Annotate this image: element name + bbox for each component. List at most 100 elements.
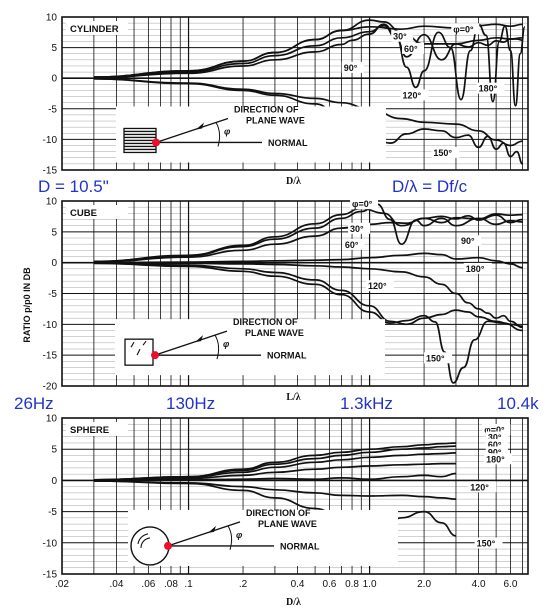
x-tick-label: 0.6 <box>322 579 336 590</box>
series-line <box>93 472 457 482</box>
annotation-backing <box>348 222 371 234</box>
normal-label: NORMAL <box>268 138 308 148</box>
curve-annotation: 180° <box>466 264 485 274</box>
curve-annotation: 150° <box>426 353 445 363</box>
direction-label: DIRECTION OF <box>233 317 298 327</box>
curve-annotation: 30° <box>488 432 502 442</box>
curve-annotation: 30° <box>350 224 364 234</box>
x-tick-label: 4.0 <box>472 579 486 590</box>
x-tick-label: .02 <box>55 579 69 590</box>
series-line <box>93 462 456 482</box>
annotation-backing <box>424 352 453 364</box>
x-tick-label: 0.4 <box>291 579 305 590</box>
x-tick-label: .06 <box>141 579 155 590</box>
y-tick-label: 5 <box>51 445 57 456</box>
y-tick-label: 10 <box>46 414 58 425</box>
annotation-backing <box>474 537 503 549</box>
series-line <box>93 19 523 78</box>
series-group <box>93 442 457 537</box>
series-line <box>93 252 523 269</box>
panel-title: CUBE <box>70 208 97 219</box>
y-tick-label: -20 <box>43 382 58 393</box>
plane-wave-label: PLANE WAVE <box>245 328 304 338</box>
curve-annotation: 180° <box>486 454 505 464</box>
x-axis-label: D/λ <box>286 597 301 608</box>
y-tick-label: 0 <box>51 258 57 269</box>
source-marker-dot <box>151 351 159 360</box>
series-line <box>93 262 523 328</box>
curve-annotation: φ=0° <box>352 199 373 209</box>
series-line <box>93 445 457 481</box>
annotation-backing <box>402 42 425 54</box>
note-freq-10-4k: 10.4k <box>497 394 539 413</box>
annotation-backing <box>485 446 508 458</box>
series-line <box>93 261 523 329</box>
y-tick-label: -5 <box>48 104 57 115</box>
phi-symbol: φ <box>236 530 243 540</box>
y-tick-label: 10 <box>46 13 58 24</box>
annotation-backing <box>485 431 508 443</box>
sphere-shape <box>130 526 170 566</box>
series-group <box>93 203 523 384</box>
series-line <box>93 203 523 263</box>
y-axis-label-text: RATIO p/p0 IN DB <box>22 267 32 343</box>
y-tick-label: 5 <box>51 43 57 54</box>
x-tick-label: 6.0 <box>504 579 518 590</box>
panel-title: SPHERE <box>70 425 109 436</box>
series-line <box>93 207 523 263</box>
phi-arc <box>227 525 233 551</box>
y-tick-label: 0 <box>51 74 57 85</box>
direction-label: DIRECTION OF <box>234 104 299 114</box>
x-tick-label: 2.0 <box>417 579 431 590</box>
annotation-backing <box>341 61 364 73</box>
curve-annotation: 120° <box>368 281 387 291</box>
y-tick-label: 0 <box>51 476 57 487</box>
y-tick-label: -15 <box>43 351 58 362</box>
y-tick-label: 5 <box>51 227 57 238</box>
arrow-icon <box>208 525 216 533</box>
curve-annotation: φ=0° <box>484 425 505 435</box>
annotation-backing <box>459 235 482 247</box>
series-line <box>93 24 523 79</box>
annotation-backing <box>365 280 394 292</box>
source-marker-dot <box>152 138 160 147</box>
normal-label: NORMAL <box>267 351 307 361</box>
curve-annotation: 90° <box>344 63 358 73</box>
annotation-backing <box>484 453 513 465</box>
source-marker-dot <box>164 541 172 550</box>
sphere-marks <box>137 533 151 548</box>
plot-frame <box>61 417 529 575</box>
title-backing <box>66 205 128 219</box>
x-tick-label: 0.8 <box>345 579 359 590</box>
title-backing <box>66 21 128 35</box>
y-tick-label: -5 <box>48 507 57 518</box>
panel-sphere: 10 5 0 -5 -10 -15.02 .04 .06 .08 .1 .2 0.4 0.6 0.8 1.0… <box>43 414 529 608</box>
note-freq-1-3khz: 1.3kHz <box>340 394 393 413</box>
annotation-backing <box>463 262 492 274</box>
annotation-backing <box>400 89 429 101</box>
phi-arc <box>215 122 221 147</box>
phi-symbol: φ <box>223 339 230 349</box>
y-tick-label: 10 <box>46 197 58 208</box>
plane-wave-label: PLANE WAVE <box>246 115 305 125</box>
curve-annotation: 60° <box>404 44 418 54</box>
curve-annotation: 90° <box>461 236 475 246</box>
note-diameter: D = 10.5" <box>38 177 109 196</box>
series-line <box>93 23 526 107</box>
curve-annotation: 120° <box>470 482 489 492</box>
x-tick-label: .1 <box>184 579 193 590</box>
y-tick-label: -10 <box>43 538 58 549</box>
annotation-backing <box>468 481 497 493</box>
curve-annotation: 60° <box>488 440 502 450</box>
note-freq-130hz: 130Hz <box>166 394 215 413</box>
plot-frame <box>61 16 529 171</box>
panel-title: CYLINDER <box>70 24 119 35</box>
inset-backing <box>116 106 386 163</box>
x-axis-label: D/λ <box>286 176 301 187</box>
annotation-backing <box>482 423 511 435</box>
